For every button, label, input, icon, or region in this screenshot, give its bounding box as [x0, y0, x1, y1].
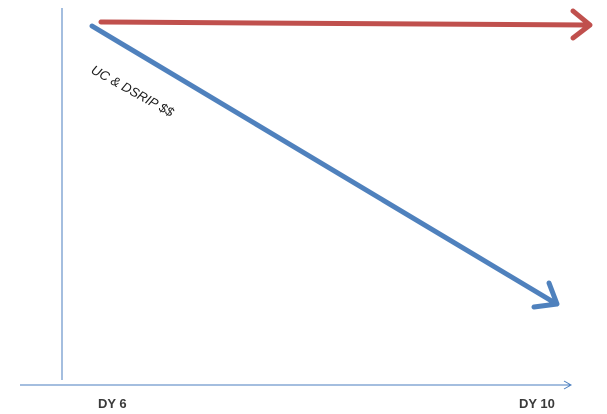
x-axis-end-label: DY 10 [519, 396, 555, 411]
x-axis-start-label: DY 6 [98, 396, 127, 411]
decline-arrow [89, 23, 558, 306]
flat-arrow [98, 19, 590, 28]
flat-arrow-head [570, 8, 593, 41]
decline-arrow-head [531, 280, 560, 310]
x-axis-arrowhead [563, 380, 573, 390]
